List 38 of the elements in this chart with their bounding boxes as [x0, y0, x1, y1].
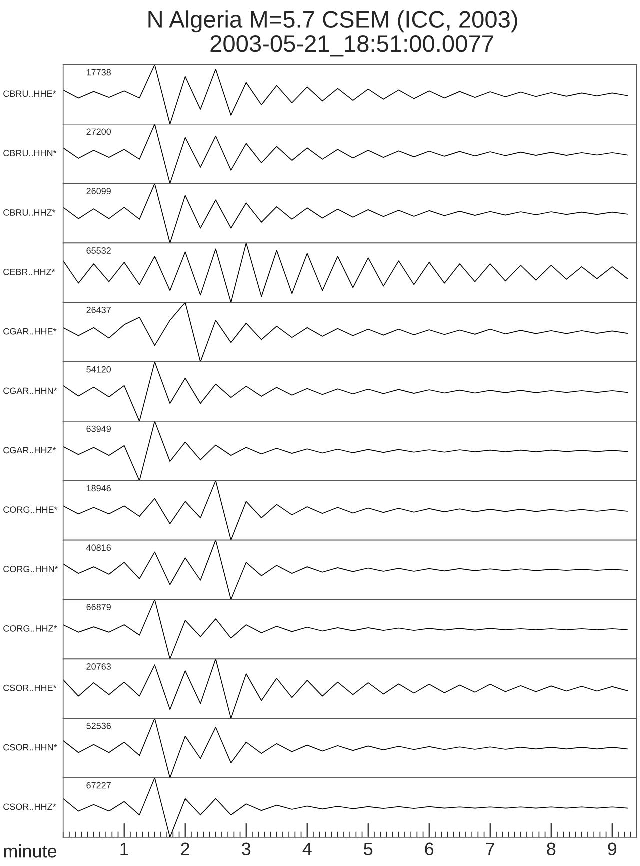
- y-axis-title: CGAR..HHE*: [4, 328, 57, 335]
- y-axis-title: CORG..HHZ*: [4, 625, 58, 632]
- annotation: 54120: [86, 366, 112, 373]
- y-axis-title: CEBR..HHZ*: [4, 268, 56, 276]
- x-tick-label: 6: [425, 842, 434, 856]
- y-axis-title: CSOR..HHE*: [4, 684, 57, 692]
- y-axis-title: CBRU..HHZ*: [4, 210, 56, 216]
- y-axis-title: CORG..HHE*: [4, 506, 58, 514]
- annotation: 27200: [86, 128, 112, 136]
- annotation: 65532: [86, 248, 111, 254]
- y-axis-title: CGAR..HHN*: [4, 388, 58, 394]
- annotation: 26437: [86, 306, 111, 314]
- x-tick-label: 1: [120, 842, 129, 856]
- x-tick-label: 9: [608, 842, 617, 856]
- y-axis-title: CBRU..HHE*: [4, 90, 56, 98]
- annotation: 17738: [86, 69, 112, 76]
- annotation: 20763: [86, 664, 112, 670]
- annotation: 66879: [86, 604, 111, 610]
- x-axis-title: minute: [4, 844, 57, 858]
- chart-title: N Algeria M=5.7 CSEM (ICC, 2003): [148, 10, 518, 33]
- annotation: 67227: [86, 782, 111, 789]
- y-axis-title: CGAR..HHZ*: [4, 447, 56, 454]
- annotation: 18946: [86, 485, 112, 492]
- x-tick-label: 7: [486, 842, 495, 856]
- x-tick-label: 3: [242, 842, 251, 856]
- x-tick-label: 4: [302, 842, 312, 856]
- x-tick-label: 2: [181, 842, 190, 856]
- annotation: 63949: [86, 426, 111, 432]
- y-axis-title: CORG..HHN*: [4, 566, 58, 572]
- y-axis-title: CBRU..HHN*: [4, 150, 57, 157]
- y-axis-title: CSOR..HHN*: [4, 744, 58, 751]
- y-axis-title: CSOR..HHZ*: [4, 804, 56, 810]
- annotation: 52536: [86, 722, 112, 730]
- x-tick-label: 5: [364, 842, 373, 856]
- annotation: 40816: [86, 544, 112, 552]
- chart-subtitle: 2003-05-21_18:51:00.0077: [210, 36, 494, 57]
- annotation: 26099: [86, 188, 111, 195]
- x-tick-label: 8: [547, 842, 556, 856]
